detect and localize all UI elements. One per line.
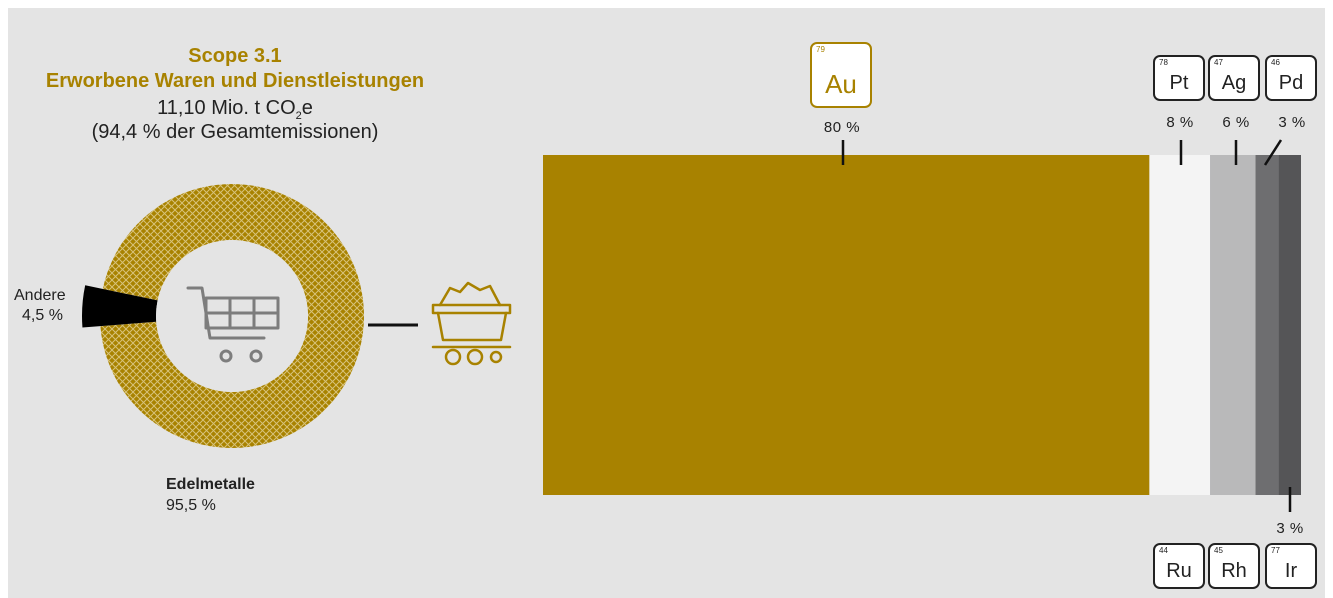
ag-percent-label: 6 % [1222, 114, 1250, 131]
donut-hole [156, 240, 308, 392]
emissions-share: (94,4 % der Gesamtemissionen) [91, 121, 379, 143]
pd-percent-label: 3 % [1278, 114, 1306, 131]
element-tile-pd: 46 Pd [1265, 55, 1317, 101]
bar-segment-pd [1255, 155, 1279, 495]
element-tile-ir: 77 Ir [1265, 543, 1317, 589]
chart-title: Scope 3.1 [188, 45, 282, 67]
bar-segment-au [543, 155, 1150, 495]
bar-segment-ag [1210, 155, 1256, 495]
element-tile-ag: 47 Ag [1208, 55, 1260, 101]
donut-slice-andere [82, 285, 158, 328]
element-tile-rh: 45 Rh [1208, 543, 1260, 589]
ore-cart-icon [431, 281, 512, 366]
pt-percent-label: 8 % [1166, 114, 1194, 131]
donut-label-main-name: Edelmetalle [166, 476, 255, 493]
stacked-bar [543, 139, 1301, 512]
element-tile-au: 79 Au [810, 42, 872, 108]
donut-label-main-value: 95,5 % [166, 497, 216, 514]
chart-subtitle: Erworbene Waren und Dienstleistungen [45, 70, 425, 92]
ir-percent-label: 3 % [1276, 520, 1304, 537]
bar-segment-pt [1149, 155, 1211, 495]
donut-label-other-name: Andere [14, 287, 66, 304]
leader-pd [1263, 139, 1283, 166]
donut-label-other-value: 4,5 % [22, 307, 63, 324]
au-percent-label: 80 % [823, 119, 861, 136]
emissions-total: 11,10 Mio. t CO2e [157, 97, 313, 122]
shopping-cart-icon [186, 286, 280, 363]
donut-chart [82, 184, 364, 449]
element-tile-pt: 78 Pt [1153, 55, 1205, 101]
donut-slice-edelmetalle [100, 184, 364, 449]
element-tile-ru: 44 Ru [1153, 543, 1205, 589]
bar-segment-ir [1278, 155, 1301, 495]
